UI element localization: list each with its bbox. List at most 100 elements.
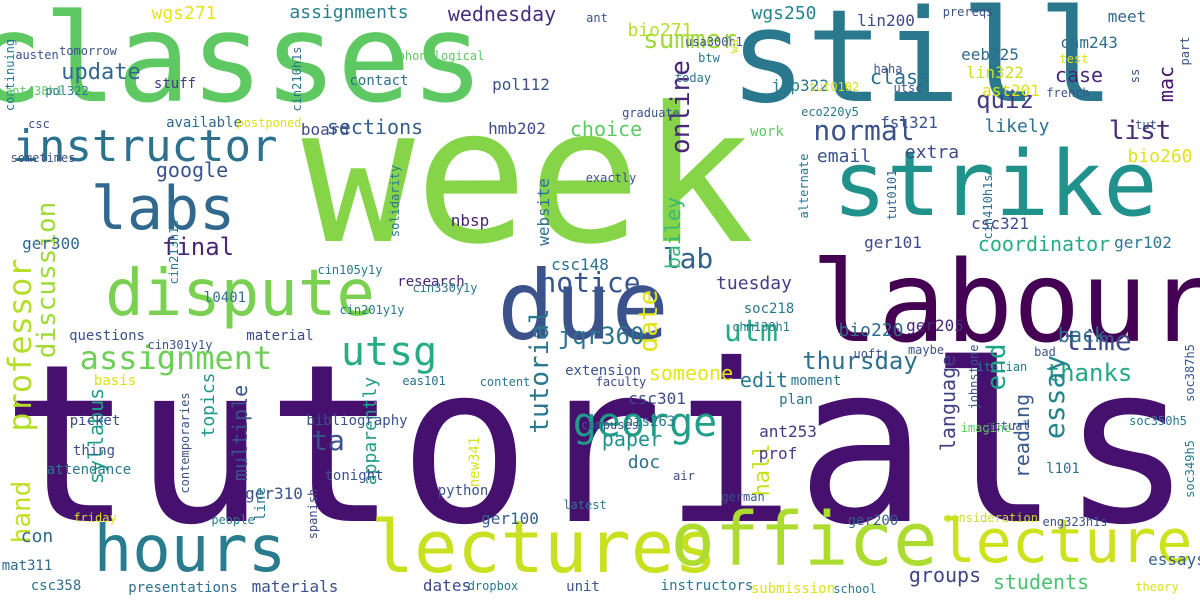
word-questions: questions bbox=[69, 328, 145, 344]
word-due: due bbox=[497, 251, 669, 362]
word-ger205: ger205 bbox=[906, 316, 964, 335]
word-his263: his263 bbox=[624, 414, 676, 430]
word-eco220y5: eco220y5 bbox=[801, 105, 859, 119]
word-edit: edit bbox=[739, 368, 789, 392]
word-csc358: csc358 bbox=[30, 578, 82, 594]
word-ger300: ger300 bbox=[22, 234, 80, 253]
word-csc301: csc301 bbox=[628, 389, 686, 408]
word-wa: wa bbox=[727, 38, 741, 54]
word-people: people bbox=[211, 513, 255, 527]
word-nbsp: nbsp bbox=[450, 211, 490, 230]
word-cin210h1s: cin210h1s bbox=[290, 46, 304, 112]
word-con: con bbox=[20, 526, 54, 547]
word-test: test bbox=[1059, 52, 1089, 66]
word-coordinator: coordinator bbox=[977, 232, 1111, 256]
word-continuing: continuing bbox=[3, 38, 17, 112]
word-ger100: ger100 bbox=[481, 509, 539, 528]
word-prereqs: prereqs bbox=[942, 5, 994, 19]
word-essay: essay bbox=[1038, 354, 1071, 440]
word-prof: prof bbox=[758, 444, 798, 463]
word-school: school bbox=[833, 582, 877, 596]
word-eeb225: eeb225 bbox=[961, 45, 1019, 64]
word-materials: materials bbox=[251, 577, 339, 596]
word-lin200: lin200 bbox=[857, 11, 915, 30]
word-cin201y1y: cin201y1y bbox=[339, 303, 405, 317]
word-jqr360: jqr360 bbox=[557, 322, 645, 350]
word-list: list bbox=[1108, 116, 1172, 146]
word-topics: topics bbox=[198, 372, 219, 438]
word-picket: picket bbox=[69, 413, 121, 429]
word-labs: labs bbox=[90, 174, 236, 244]
word-tuesday: tuesday bbox=[716, 273, 792, 294]
word-btw: btw bbox=[698, 51, 720, 65]
word-thing: thing bbox=[72, 443, 116, 459]
word-tomorrow: tomorrow bbox=[59, 44, 117, 58]
word-python: python bbox=[437, 483, 489, 499]
word-hmb202: hmb202 bbox=[488, 119, 546, 138]
word-dropbox: dropbox bbox=[467, 579, 519, 593]
word-pol322: pol322 bbox=[45, 84, 89, 98]
word-normal: normal bbox=[813, 114, 915, 147]
word-class: class bbox=[869, 65, 931, 89]
word-stuff: stuff bbox=[153, 76, 197, 92]
word-ss: ss bbox=[1128, 68, 1142, 84]
word-labour: labour bbox=[810, 238, 1200, 368]
word-uoft: uoft bbox=[853, 347, 883, 361]
word-exactly: exactly bbox=[585, 171, 637, 185]
word-language: language bbox=[936, 354, 960, 452]
word-bibliography: bibliography bbox=[306, 413, 408, 429]
word-students: students bbox=[992, 570, 1090, 594]
word-actual: actual bbox=[986, 419, 1030, 433]
word-case: case bbox=[1054, 63, 1104, 87]
word-discussion: discussion bbox=[32, 201, 62, 359]
word-tut0102: tut0102 bbox=[808, 80, 860, 94]
word-lab: lab bbox=[662, 242, 714, 275]
word-chm243: chm243 bbox=[1060, 33, 1118, 52]
word-fsl321: fsl321 bbox=[880, 113, 938, 132]
word-ta: ta bbox=[311, 424, 345, 457]
word-french: french bbox=[1046, 86, 1090, 100]
word-instructor: instructor bbox=[12, 121, 278, 172]
word-final: final bbox=[161, 233, 235, 261]
word-utm: utm bbox=[723, 314, 779, 349]
word-usa300h1: usa300h1 bbox=[685, 35, 743, 49]
word-faculty: faculty bbox=[595, 375, 647, 389]
word-update: update bbox=[61, 60, 141, 85]
word-ast201: ast201 bbox=[982, 81, 1040, 100]
word-submission: submission bbox=[750, 581, 836, 597]
word-pol112: pol112 bbox=[492, 75, 550, 94]
word-cin330y1y: cin330y1y bbox=[412, 281, 478, 295]
word-office: office bbox=[670, 497, 938, 583]
word-time: time bbox=[1064, 324, 1132, 357]
word-george: george bbox=[572, 400, 718, 446]
word-air: air bbox=[673, 469, 695, 483]
word-cin213h1s: cin213h1s bbox=[167, 219, 181, 285]
word-summer: summer bbox=[643, 25, 737, 55]
word-ant253: ant253 bbox=[759, 422, 817, 441]
word-csc: csc bbox=[28, 117, 50, 131]
word-haha: haha bbox=[873, 62, 903, 76]
word-tutorials: tutorials bbox=[0, 317, 1194, 573]
word-contact: contact bbox=[349, 73, 409, 89]
word-phonological: phonological bbox=[397, 49, 485, 63]
word-presentations: presentations bbox=[128, 580, 238, 596]
word-research: research bbox=[397, 274, 465, 290]
word-lectures: lectures bbox=[370, 505, 718, 589]
word-part: part bbox=[1178, 36, 1192, 66]
word-austen: austen bbox=[15, 48, 59, 62]
word-content: content bbox=[479, 375, 531, 389]
word-available: available bbox=[166, 115, 242, 131]
word-postponed: postponed bbox=[236, 116, 302, 130]
word-google: google bbox=[155, 158, 229, 182]
word-email: email bbox=[816, 146, 872, 167]
word-new341: new341 bbox=[467, 436, 483, 488]
word-consideration: consideration bbox=[944, 511, 1038, 525]
word-tut: tut bbox=[1135, 118, 1157, 132]
word-ant438h1: ant438h1 bbox=[5, 84, 63, 98]
word-work: work bbox=[750, 124, 784, 140]
word-dates: dates bbox=[422, 576, 472, 595]
word-cin301y1y: cin301y1y bbox=[147, 338, 213, 352]
word-bailey: bailey bbox=[661, 196, 685, 270]
word-today: today bbox=[674, 71, 712, 85]
word-extra: extra bbox=[904, 142, 960, 163]
